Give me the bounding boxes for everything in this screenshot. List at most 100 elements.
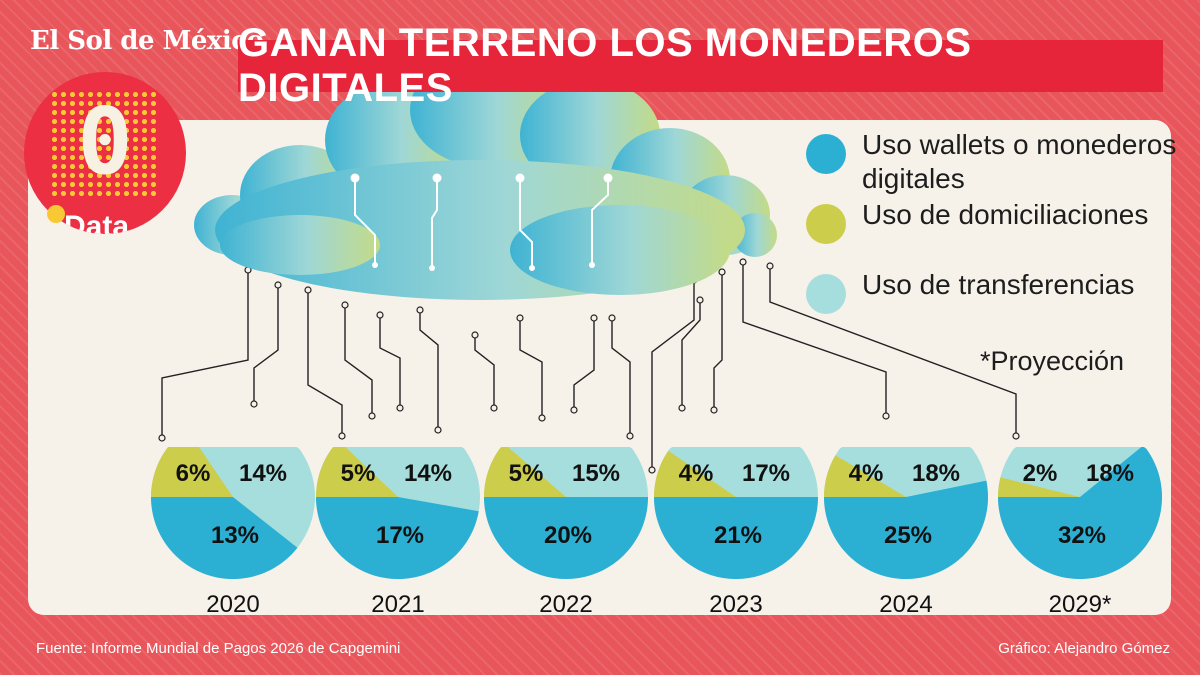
pie-2020: 6% 14% 13% 2020 [151, 447, 315, 618]
badge-digit: 0 [77, 88, 133, 195]
author-credit: Gráfico: Alejandro Gómez [998, 640, 1170, 657]
wire-node [648, 466, 656, 474]
trace-node [432, 173, 442, 183]
circuit-wire [379, 315, 401, 408]
cloud-trace [354, 178, 376, 265]
wire-node [882, 412, 890, 420]
legend-swatch-transferencias [806, 274, 846, 314]
wire-node [626, 432, 634, 440]
pie-2022: 5% 15% 20% 2022 [484, 447, 648, 618]
pie-slice-domiciliaciones [151, 447, 233, 497]
pie-2021: 5% 14% 17% 2021 [316, 447, 480, 618]
circuit-wire [742, 262, 887, 416]
pie-label-domiciliaciones: 4% [849, 460, 884, 487]
wire-node [1012, 432, 1020, 440]
wire-node [696, 296, 704, 304]
pie-charts: 6% 14% 13% 2020 5% 14% 17% 2021 5% 15% 20% 2022 4% 17… [151, 447, 1162, 618]
pie-label-transferencias: 15% [572, 460, 620, 487]
legend-swatch-wallets [806, 134, 846, 174]
wire-node [416, 306, 424, 314]
pie-label-transferencias: 14% [404, 460, 452, 487]
year-label: 2029* [1049, 591, 1112, 618]
trace-node [429, 265, 435, 271]
circuit-wire [651, 280, 695, 470]
bullet-icon [47, 205, 65, 223]
wire-node [338, 432, 346, 440]
wire-node [678, 404, 686, 412]
year-label: 2021 [371, 591, 424, 618]
pie-slice-wallets [824, 480, 988, 579]
wire-node [739, 258, 747, 266]
year-label: 2023 [709, 591, 762, 618]
wire-node [376, 311, 384, 319]
circuit-wire [253, 285, 279, 404]
pie-slice-wallets [654, 497, 818, 579]
pie-slice-domiciliaciones [824, 455, 906, 497]
pie-label-wallets: 13% [211, 522, 259, 549]
wire-node [368, 412, 376, 420]
wire-node [766, 262, 774, 270]
circuit-wire [573, 318, 595, 410]
wire-node [718, 268, 726, 276]
pie-2029: 2% 18% 32% 2029* [998, 447, 1162, 618]
pie-label-domiciliaciones: 5% [341, 460, 376, 487]
wire-node [341, 301, 349, 309]
pie-slice-wallets [316, 497, 479, 579]
chart-title: GANAN TERRENO LOS MONEDEROS DIGITALES [238, 21, 972, 110]
cloud-trace [431, 178, 438, 268]
wire-node [516, 314, 524, 322]
wire-node [396, 404, 404, 412]
legend-label-domiciliaciones: Uso de domiciliaciones [862, 199, 1149, 230]
circuit-wire [519, 318, 543, 418]
pie-slice-wallets [998, 447, 1162, 579]
pie-label-wallets: 21% [714, 522, 762, 549]
circuit-wire [713, 272, 723, 410]
circuit-wire [419, 310, 439, 430]
trace-node [350, 173, 360, 183]
pie-slice-wallets [151, 497, 298, 579]
pie-label-domiciliaciones: 2% [1023, 460, 1058, 487]
pie-slice-domiciliaciones [654, 450, 736, 497]
wire-node [570, 406, 578, 414]
pie-slice-domiciliaciones [998, 477, 1080, 497]
trace-node [589, 262, 595, 268]
pie-label-wallets: 17% [376, 522, 424, 549]
year-label: 2020 [206, 591, 259, 618]
circuit-wire [769, 266, 1017, 436]
title-banner: GANAN TERRENO LOS MONEDEROS DIGITALES [238, 21, 1163, 110]
circuit-wire [344, 305, 373, 416]
pie-2023: 4% 17% 21% 2023 [654, 447, 818, 618]
wire-node [590, 314, 598, 322]
pie-slice-wallets [484, 497, 648, 579]
wire-node [434, 426, 442, 434]
trace-node [515, 173, 525, 183]
trace-node [372, 262, 378, 268]
trace-node [529, 265, 535, 271]
dot-matrix-icon [50, 90, 160, 200]
pie-slice-domiciliaciones [484, 447, 566, 497]
badge-label: Data [64, 210, 130, 234]
pie-label-wallets: 25% [884, 522, 932, 549]
wire-node [538, 414, 546, 422]
wire-node [158, 434, 166, 442]
pie-slice-domiciliaciones [316, 447, 398, 497]
wire-node [250, 400, 258, 408]
projection-note: *Proyección [980, 346, 1125, 376]
circuit-wire [307, 290, 343, 436]
year-label: 2024 [879, 591, 932, 618]
wire-node [490, 404, 498, 412]
data-badge: 0 Data [24, 72, 186, 234]
source-note: Fuente: Informe Mundial de Pagos 2026 de… [36, 640, 401, 657]
pie-label-domiciliaciones: 5% [509, 460, 544, 487]
wire-node [471, 331, 479, 339]
trace-node [603, 173, 613, 183]
pie-label-wallets: 32% [1058, 522, 1106, 549]
pie-label-transferencias: 14% [239, 460, 287, 487]
wire-node [274, 281, 282, 289]
cloud-trace [519, 178, 533, 268]
masthead-logo: El Sol de México [30, 26, 264, 56]
circuit-wire [611, 318, 631, 436]
pie-label-transferencias: 18% [912, 460, 960, 487]
wire-node [608, 314, 616, 322]
